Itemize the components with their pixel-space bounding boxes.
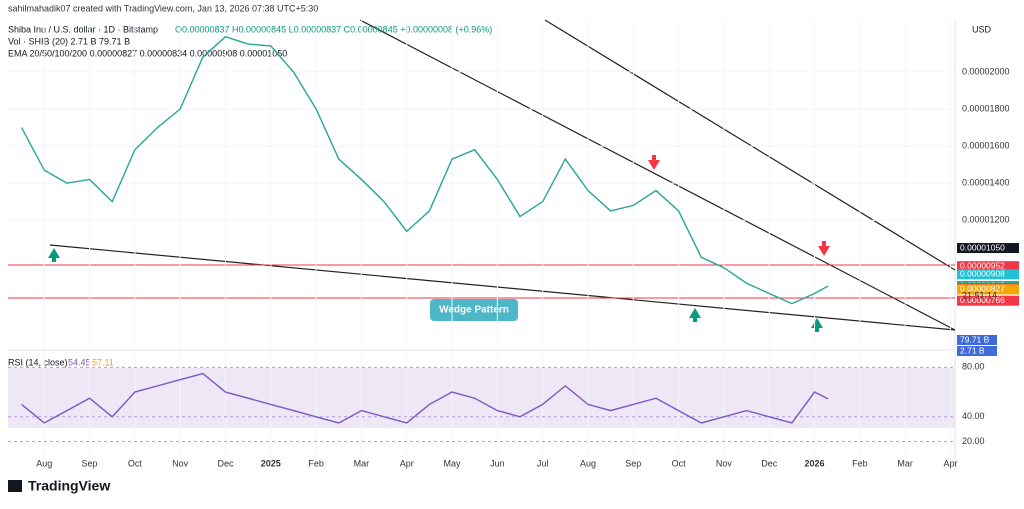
volume-tag [957, 335, 997, 345]
ohlc: O0.00000837 H0.00000845 L0.00000837 C0.0… [175, 24, 492, 34]
x-tick-label: 2026 [805, 458, 825, 468]
price-tag [957, 295, 1019, 306]
x-tick-label: Oct [128, 458, 143, 468]
volume-tag [957, 346, 997, 356]
legend-line: Vol · SHIB (20) 2.71 B 79.71 B [8, 36, 130, 46]
y-tick-label: 0.00001800 [962, 103, 1010, 113]
y-tick-label: 0.00001200 [962, 215, 1010, 225]
volume-tag-label: 2.71 B [960, 345, 985, 355]
countdown: 21:51:14 [962, 290, 997, 300]
y-tick-label: 80.00 [962, 362, 985, 372]
x-tick-label: Jul [537, 458, 549, 468]
price-tag [957, 284, 1019, 295]
x-tick-label: Apr [943, 458, 957, 468]
x-tick-label: 2025 [261, 458, 281, 468]
watermark: sahilmahadik07 created with TradingView.… [8, 3, 318, 13]
x-tick-label: Aug [580, 458, 596, 468]
price-tag-label: 0.00000952 [960, 260, 1005, 270]
x-tick-label: Dec [217, 458, 234, 468]
x-tick-label: Feb [852, 458, 868, 468]
x-tick-label: Nov [172, 458, 189, 468]
x-tick-label: May [444, 458, 462, 468]
price-tag [957, 243, 1019, 254]
arrow-up [811, 318, 823, 332]
price-tag [957, 269, 1019, 280]
arrow-up [689, 308, 701, 322]
series-line [20, 35, 829, 305]
x-tick-label: Oct [672, 458, 687, 468]
logo-icon [8, 480, 22, 492]
x-tick-label: Sep [82, 458, 98, 468]
x-tick-label: Mar [354, 458, 370, 468]
volume-tag-label: 79.71 B [960, 334, 990, 344]
x-tick-label: Apr [400, 458, 414, 468]
rsi-value: 54.45 [68, 357, 91, 367]
x-tick-label: Aug [36, 458, 52, 468]
price-tag-label: 0.00000766 [960, 295, 1005, 305]
legend-line: EMA 20/50/100/200 0.00000827 0.00000834 … [8, 48, 287, 58]
trendline [544, 19, 956, 271]
currency: USD [972, 24, 992, 34]
x-tick-label: Dec [761, 458, 778, 468]
y-tick-label: 0.00002000 [962, 66, 1010, 76]
y-tick-label: 0.00001400 [962, 178, 1010, 188]
rsi-title: RSI (14, close) [8, 357, 68, 367]
arrow-up [48, 248, 60, 262]
x-tick-label: Jun [490, 458, 505, 468]
brand: TradingView [28, 478, 110, 494]
series-line [21, 372, 829, 424]
rsi-band [8, 368, 955, 428]
arrow-down [818, 241, 830, 256]
annotation: Wedge Pattern [439, 305, 509, 316]
price-tag-label: 0.00001050 [960, 242, 1005, 252]
x-tick-label: Mar [897, 458, 913, 468]
trendline [49, 244, 956, 331]
title: Shiba Inu / U.S. dollar · 1D · Bitstamp [8, 24, 158, 34]
x-tick-label: Sep [625, 458, 641, 468]
y-tick-label: 0.00001600 [962, 140, 1010, 150]
arrow-down [648, 155, 660, 170]
x-tick-label: Feb [308, 458, 324, 468]
x-tick-label: Nov [716, 458, 733, 468]
y-tick-label: 20.00 [962, 436, 985, 446]
rsi-ma-value: 57.11 [92, 357, 114, 367]
price-tag-label: 0.00000908 [960, 269, 1005, 279]
price-tag [957, 261, 1019, 272]
y-tick-label: 40.00 [962, 411, 985, 421]
price-tag-label: 0.00000827 [960, 284, 1005, 294]
